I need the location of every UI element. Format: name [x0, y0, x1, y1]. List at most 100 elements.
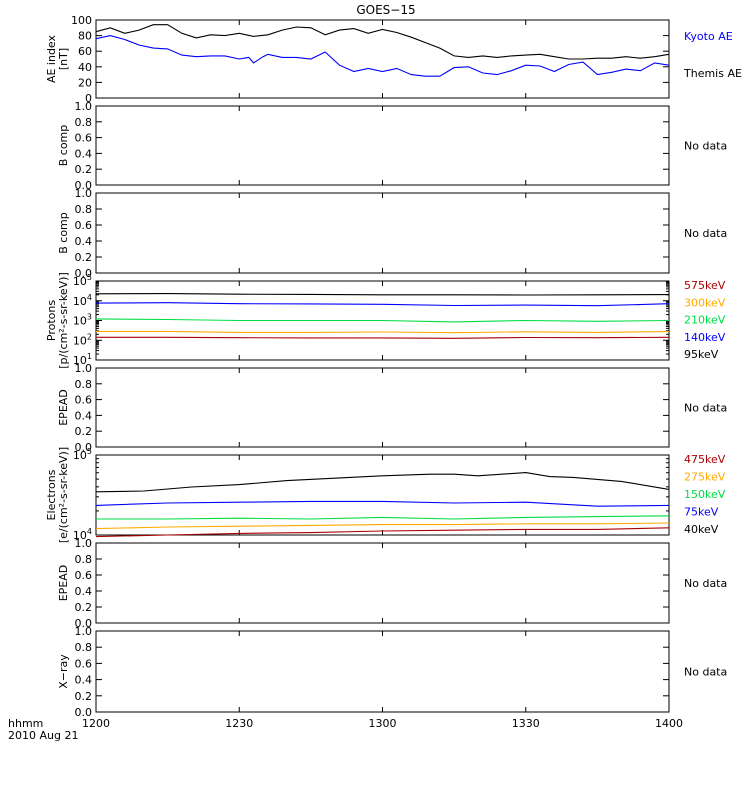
panel-epead1: 0.0 0.2 0.4 0.6 0.8 1.0 EPEAD No data [57, 362, 727, 454]
y-tick-label: 100 [71, 14, 92, 27]
panel-frame [95, 454, 670, 536]
y-tick-label: 0.6 [75, 132, 93, 145]
legend-entry: 150keV [684, 488, 726, 501]
y-tick-label: 105 [73, 273, 92, 288]
no-data-label: No data [684, 666, 727, 679]
y-tick-label: 105 [73, 447, 92, 462]
legend-entry: 140keV [684, 331, 726, 344]
y-tick-label: 1.0 [75, 187, 93, 200]
series-line-themis-ae [95, 24, 670, 60]
series-line-75kev [95, 500, 670, 507]
y-tick-label: 0.4 [75, 674, 93, 687]
panel-xray: 0.0 0.2 0.4 0.6 0.8 1.0 X−ray No data [57, 625, 727, 719]
panel-bcomp1: 0.0 0.2 0.4 0.6 0.8 1.0 B comp No data [57, 100, 727, 192]
x-tick-label: 1300 [369, 717, 397, 730]
series-line-40kev [95, 472, 670, 493]
x-tick-label: 1330 [512, 717, 540, 730]
series-line-575kev [96, 336, 670, 339]
series-line-140kev [95, 302, 670, 307]
y-tick-label: 0.8 [75, 641, 93, 654]
x-axis-label-date: 2010 Aug 21 [8, 729, 78, 742]
legend-entry: 210keV [684, 314, 726, 327]
y-axis-label: EPEAD [57, 565, 70, 602]
y-tick-label: 0.0 [75, 441, 93, 454]
legend-entry: 475keV [684, 453, 726, 466]
series-line-210kev [95, 318, 670, 323]
y-tick-label: 80 [78, 30, 92, 43]
series-line-300kev [96, 330, 670, 334]
x-axis: 1200 1230 1300 1330 1400 [82, 717, 683, 730]
y-tick-label: 0.6 [75, 657, 93, 670]
legend-entry: 300keV [684, 296, 726, 309]
y-axis-label: X−ray [57, 654, 70, 689]
y-axis-label: [nT] [57, 48, 70, 70]
y-axis-label: Protons [45, 300, 58, 341]
y-tick-label: 0.6 [75, 569, 93, 582]
y-tick-label: 0.4 [75, 585, 93, 598]
y-tick-label: 0 [85, 92, 92, 105]
y-axis-label: [e/(cm²-s-sr-keV)] [57, 447, 70, 543]
legend-entry: 275keV [684, 471, 726, 484]
y-tick-label: 0.4 [75, 147, 93, 160]
y-tick-label: 0.0 [75, 617, 93, 630]
no-data-label: No data [684, 577, 727, 590]
y-tick-label: 0.6 [75, 394, 93, 407]
series-line-95kev [95, 293, 670, 296]
y-tick-label: 103 [73, 313, 92, 328]
x-tick-label: 1400 [655, 717, 683, 730]
y-tick-label: 0.8 [75, 378, 93, 391]
panel-frame [95, 192, 670, 274]
y-tick-label: 20 [78, 76, 92, 89]
panel-frame [95, 542, 670, 624]
x-tick-label: 1200 [82, 717, 110, 730]
y-tick-label: 0.2 [75, 690, 93, 703]
no-data-label: No data [684, 140, 727, 153]
no-data-label: No data [684, 227, 727, 240]
legend-entry: Kyoto AE [684, 30, 733, 43]
y-tick-label: 0.0 [75, 706, 93, 719]
y-axis-label: B comp [57, 125, 70, 167]
y-axis-label: AE index [45, 34, 58, 83]
y-axis-label: EPEAD [57, 389, 70, 426]
y-tick-label: 1.0 [75, 537, 93, 550]
y-axis-label: Electrons [45, 469, 58, 520]
y-axis-label: [p/(cm²-s-sr-keV)] [57, 272, 70, 369]
legend-entry: 95keV [684, 348, 719, 361]
panel-ae: 0 20 40 60 80 100 AE index [nT] Kyoto AE Themis A… [45, 14, 742, 105]
no-data-label: No data [684, 402, 727, 415]
series-line-150kev [96, 515, 670, 520]
y-tick-label: 0.4 [75, 409, 93, 422]
panel-frame [95, 105, 670, 186]
y-tick-label: 0.0 [75, 267, 93, 280]
y-tick-label: 1.0 [75, 625, 93, 638]
panel-frame [95, 367, 670, 448]
y-tick-label: 0.0 [75, 179, 93, 192]
panel-bcomp2: 0.0 0.2 0.4 0.6 0.8 1.0 B comp No data [57, 187, 727, 280]
x-tick-label: 1230 [225, 717, 253, 730]
panel-frame [95, 630, 670, 713]
y-tick-label: 0.4 [75, 235, 93, 248]
y-tick-label: 0.2 [75, 601, 93, 614]
y-tick-label: 102 [73, 332, 92, 347]
x-axis-label-hhmm: hhmm [8, 717, 43, 730]
panel-epead2: 0.0 0.2 0.4 0.6 0.8 1.0 EPEAD No data [57, 537, 727, 630]
y-tick-label: 60 [78, 45, 92, 58]
y-tick-label: 1.0 [75, 100, 93, 113]
y-tick-label: 0.2 [75, 251, 93, 264]
panels: 0 20 40 60 80 100 AE index [nT] Kyoto AE Themis A… [45, 14, 742, 719]
y-tick-label: 0.8 [75, 116, 93, 129]
legend-entry: 40keV [684, 523, 719, 536]
y-tick-label: 40 [78, 61, 92, 74]
series-line-kyoto-ae [95, 35, 670, 77]
series-line-275kev [95, 522, 670, 530]
legend-entry: 75keV [684, 506, 719, 519]
y-tick-label: 0.6 [75, 219, 93, 232]
y-axis-label: B comp [57, 212, 70, 254]
y-tick-label: 1.0 [75, 362, 93, 375]
legend-entry: 575keV [684, 279, 726, 292]
legend-entry: Themis AE [683, 67, 742, 80]
series-line-475kev [95, 527, 670, 538]
